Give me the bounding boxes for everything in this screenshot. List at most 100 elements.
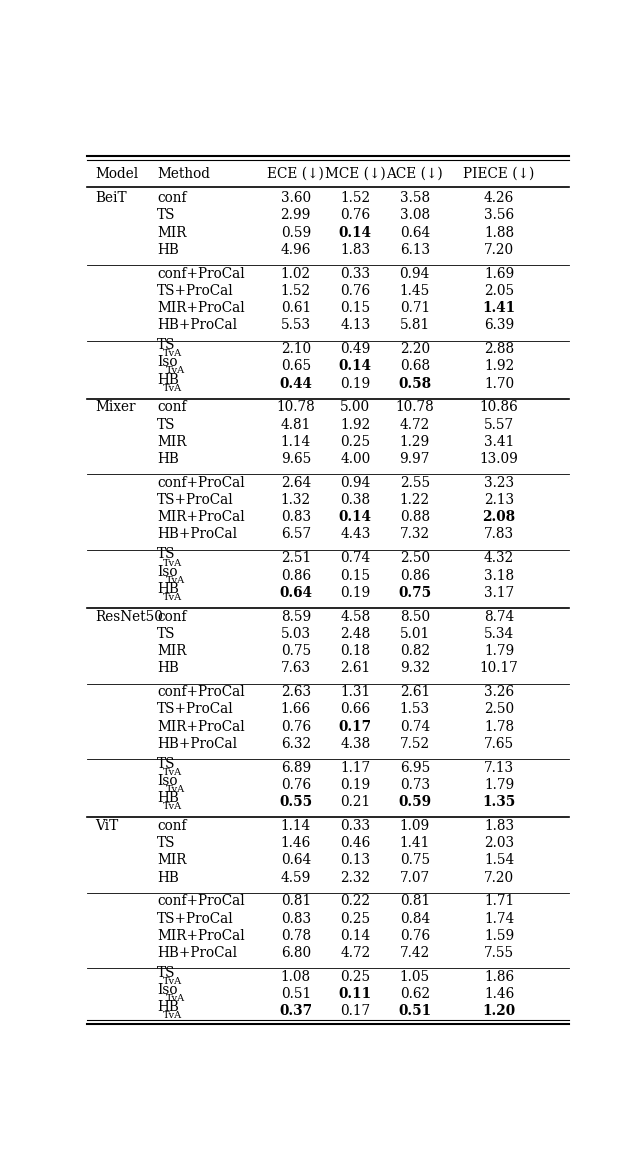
Text: 0.94: 0.94 [399, 266, 430, 281]
Text: 0.86: 0.86 [400, 568, 430, 582]
Text: 0.33: 0.33 [340, 266, 371, 281]
Text: 1.35: 1.35 [483, 795, 516, 809]
Text: 4.58: 4.58 [340, 610, 371, 624]
Text: 6.32: 6.32 [281, 737, 311, 751]
Text: conf+ProCal: conf+ProCal [157, 895, 244, 909]
Text: 0.59: 0.59 [280, 225, 311, 239]
Text: 5.53: 5.53 [281, 318, 311, 332]
Text: 0.37: 0.37 [279, 1004, 312, 1018]
Text: PIECE (↓): PIECE (↓) [463, 167, 535, 181]
Text: Iso: Iso [157, 565, 177, 579]
Text: 1.53: 1.53 [400, 702, 430, 716]
Text: 0.64: 0.64 [399, 225, 430, 239]
Text: MIR+ProCal: MIR+ProCal [157, 301, 244, 315]
Text: 0.21: 0.21 [340, 795, 371, 809]
Text: 1.86: 1.86 [484, 970, 514, 984]
Text: 0.15: 0.15 [340, 301, 371, 315]
Text: 0.88: 0.88 [400, 510, 430, 524]
Text: 1.69: 1.69 [484, 266, 515, 281]
Text: TS+ProCal: TS+ProCal [157, 702, 234, 716]
Text: 7.65: 7.65 [484, 737, 514, 751]
Text: TS: TS [157, 756, 175, 770]
Text: 1.71: 1.71 [484, 895, 514, 909]
Text: HB: HB [157, 661, 179, 675]
Text: 1.83: 1.83 [484, 819, 514, 833]
Text: 0.25: 0.25 [340, 435, 371, 449]
Text: 0.38: 0.38 [340, 493, 371, 507]
Text: 0.14: 0.14 [340, 928, 371, 942]
Text: 1.92: 1.92 [484, 359, 515, 373]
Text: 1.14: 1.14 [280, 435, 311, 449]
Text: ACE (↓): ACE (↓) [387, 167, 443, 181]
Text: 2.20: 2.20 [400, 342, 430, 356]
Text: TS: TS [157, 338, 175, 352]
Text: 1.74: 1.74 [484, 911, 515, 926]
Text: 13.09: 13.09 [480, 452, 518, 466]
Text: 0.11: 0.11 [339, 987, 372, 1000]
Text: 1.52: 1.52 [281, 284, 311, 297]
Text: 7.42: 7.42 [399, 946, 430, 960]
Text: 2.99: 2.99 [280, 208, 311, 222]
Text: TvA: TvA [163, 350, 182, 358]
Text: 0.84: 0.84 [399, 911, 430, 926]
Text: 3.60: 3.60 [281, 191, 311, 206]
Text: 2.08: 2.08 [483, 510, 516, 524]
Text: 2.50: 2.50 [400, 551, 430, 566]
Text: 1.20: 1.20 [483, 1004, 516, 1018]
Text: 4.32: 4.32 [484, 551, 515, 566]
Text: HB+ProCal: HB+ProCal [157, 946, 237, 960]
Text: 0.44: 0.44 [279, 376, 312, 390]
Text: 0.49: 0.49 [340, 342, 371, 356]
Text: 0.62: 0.62 [400, 987, 430, 1000]
Text: 10.86: 10.86 [480, 401, 518, 415]
Text: 7.20: 7.20 [484, 243, 514, 257]
Text: 0.19: 0.19 [340, 586, 371, 600]
Text: Method: Method [157, 167, 210, 181]
Text: conf+ProCal: conf+ProCal [157, 476, 244, 490]
Text: 9.32: 9.32 [399, 661, 430, 675]
Text: HB+ProCal: HB+ProCal [157, 318, 237, 332]
Text: 0.82: 0.82 [400, 644, 430, 658]
Text: 5.03: 5.03 [281, 626, 311, 641]
Text: MIR: MIR [157, 225, 186, 239]
Text: 6.39: 6.39 [484, 318, 515, 332]
Text: 10.78: 10.78 [276, 401, 315, 415]
Text: 0.13: 0.13 [340, 853, 371, 867]
Text: 0.46: 0.46 [340, 837, 371, 851]
Text: 1.02: 1.02 [281, 266, 311, 281]
Text: 0.14: 0.14 [339, 359, 372, 373]
Text: 1.09: 1.09 [399, 819, 430, 833]
Text: 0.22: 0.22 [340, 895, 371, 909]
Text: 6.57: 6.57 [281, 528, 311, 541]
Text: 0.61: 0.61 [281, 301, 311, 315]
Text: 0.76: 0.76 [281, 777, 311, 791]
Text: TvA: TvA [166, 995, 185, 1003]
Text: HB: HB [157, 582, 179, 596]
Text: 0.25: 0.25 [340, 911, 371, 926]
Text: 10.78: 10.78 [396, 401, 434, 415]
Text: 2.05: 2.05 [484, 284, 514, 297]
Text: 7.13: 7.13 [484, 761, 514, 775]
Text: 7.55: 7.55 [484, 946, 514, 960]
Text: 0.51: 0.51 [281, 987, 311, 1000]
Text: 6.80: 6.80 [281, 946, 311, 960]
Text: TS+ProCal: TS+ProCal [157, 493, 234, 507]
Text: 1.08: 1.08 [281, 970, 311, 984]
Text: 0.75: 0.75 [400, 853, 430, 867]
Text: 2.88: 2.88 [484, 342, 514, 356]
Text: 3.08: 3.08 [400, 208, 430, 222]
Text: TvA: TvA [163, 768, 182, 776]
Text: HB: HB [157, 243, 179, 257]
Text: 7.83: 7.83 [484, 528, 514, 541]
Text: TS: TS [157, 417, 175, 431]
Text: 8.59: 8.59 [280, 610, 311, 624]
Text: TS: TS [157, 208, 175, 222]
Text: conf+ProCal: conf+ProCal [157, 266, 244, 281]
Text: 1.54: 1.54 [484, 853, 515, 867]
Text: 1.17: 1.17 [340, 761, 371, 775]
Text: 0.17: 0.17 [339, 719, 372, 733]
Text: MIR+ProCal: MIR+ProCal [157, 719, 244, 733]
Text: 4.26: 4.26 [484, 191, 515, 206]
Text: 0.17: 0.17 [340, 1004, 371, 1018]
Text: 0.81: 0.81 [281, 895, 311, 909]
